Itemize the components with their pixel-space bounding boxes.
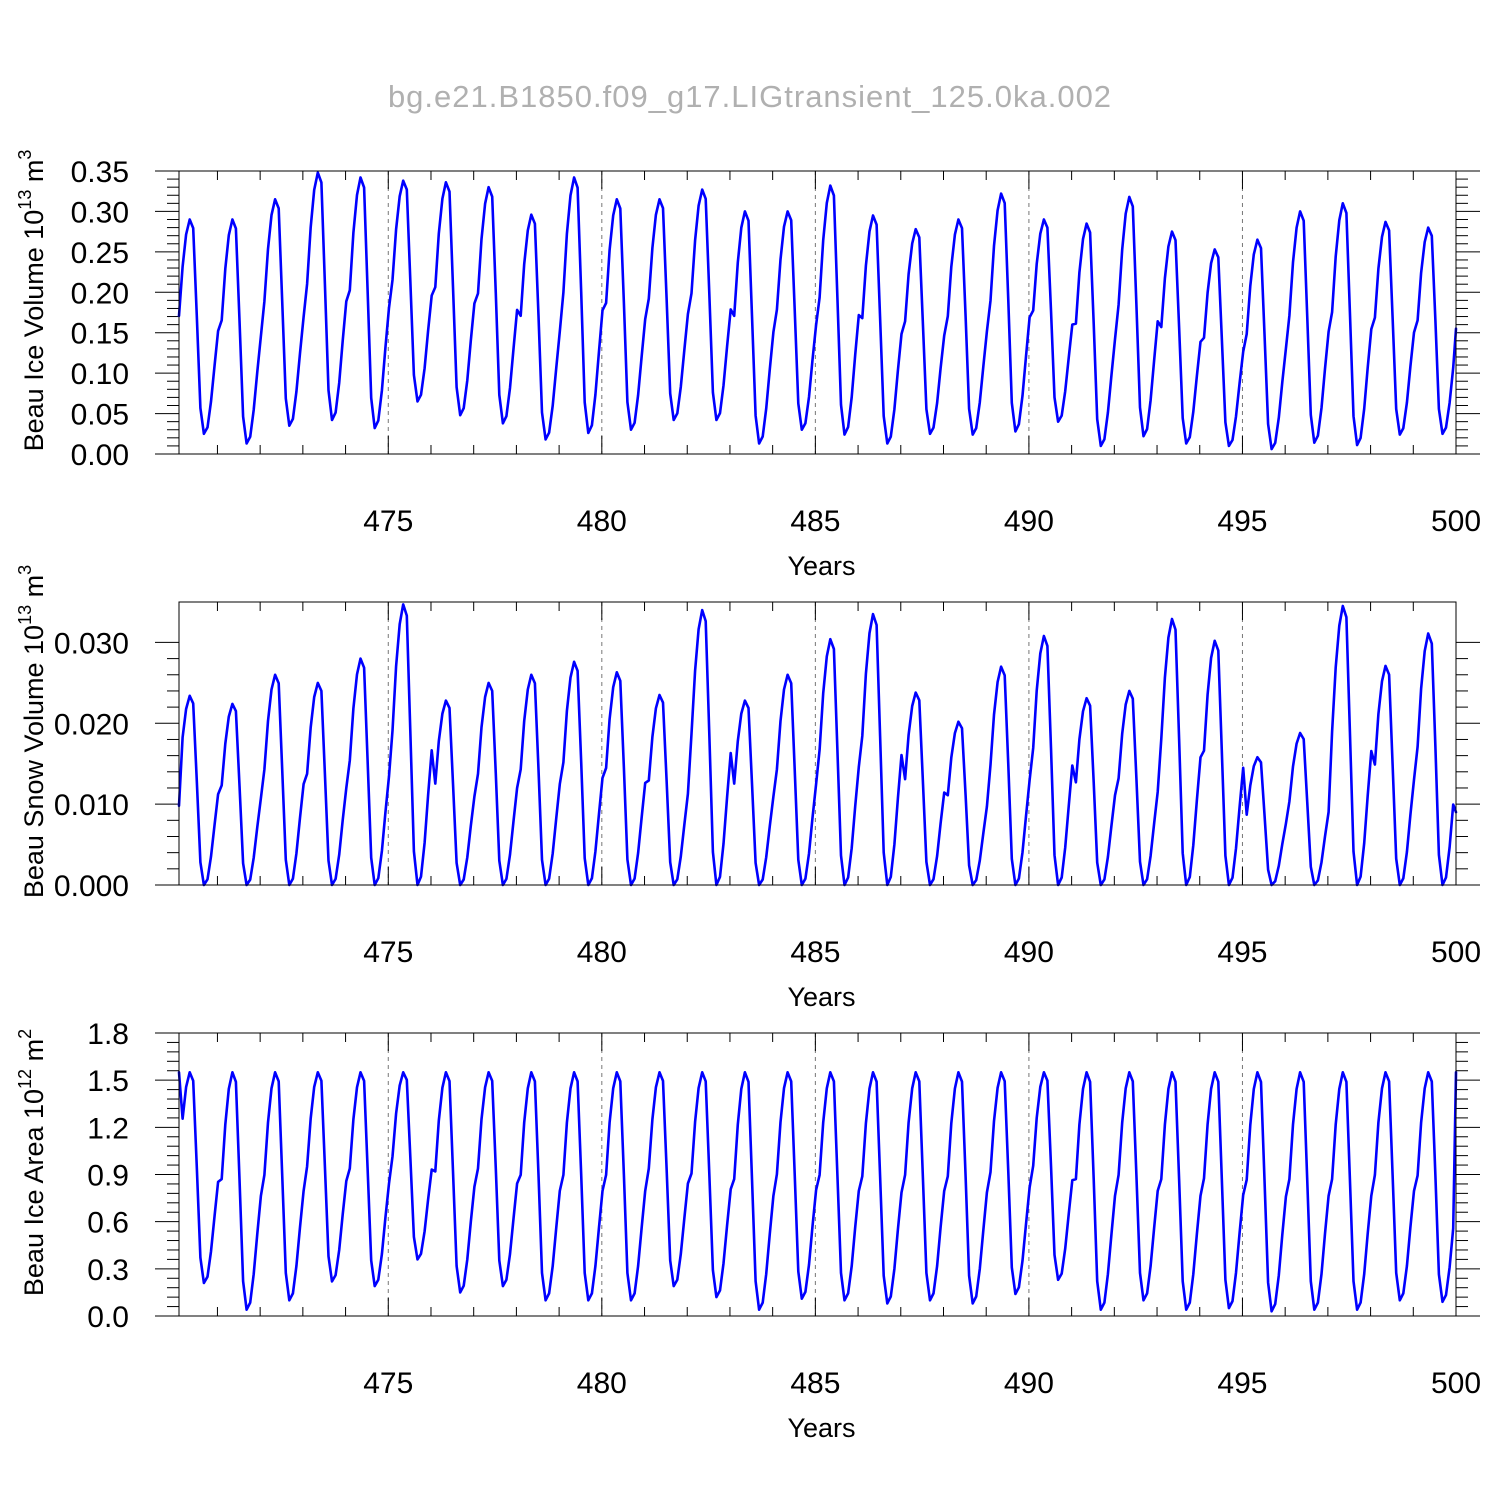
- chart-title: bg.e21.B1850.f09_g17.LIGtransient_125.0k…: [388, 79, 1112, 114]
- x-tick-label: 475: [363, 936, 413, 969]
- series-line: [177, 171, 1458, 451]
- x-tick-label: 500: [1431, 936, 1481, 969]
- y-tick-label: 0.3: [87, 1254, 129, 1287]
- x-tick-label: 490: [1004, 936, 1054, 969]
- x-tick-label: 500: [1431, 505, 1481, 538]
- y-tick-label: 0.15: [71, 318, 129, 351]
- y-tick-label: 0.000: [54, 870, 129, 903]
- plot-frame: [178, 1032, 1457, 1317]
- panel-2: 0.000 0.010 0.020 0.030 475 480 485 490 495 500 Ye…: [15, 565, 1481, 1012]
- x-tick-label: 490: [1004, 505, 1054, 538]
- plot-frame: [178, 601, 1457, 886]
- y-axis-label: Beau Ice Area 1012 m2: [15, 1029, 49, 1296]
- x-tick-label: 495: [1217, 936, 1267, 969]
- x-tick-label: 485: [790, 1367, 840, 1400]
- x-axis-label: Years: [787, 551, 855, 581]
- x-tick-label: 495: [1217, 505, 1267, 538]
- y-tick-label: 0.35: [71, 156, 129, 189]
- chart-panels: 0.00 0.05 0.10 0.15 0.20 0.25 0.30 0.35 475 480 48…: [15, 150, 1481, 1443]
- y-tick-label: 0.05: [71, 399, 129, 432]
- x-axis-label: Years: [787, 1413, 855, 1443]
- x-tick-label: 480: [577, 1367, 627, 1400]
- y-tick-label: 0.9: [87, 1160, 129, 1193]
- y-tick-label: 0.010: [54, 789, 129, 822]
- y-tick-label: 1.5: [87, 1065, 129, 1098]
- plot-frame: [178, 170, 1457, 455]
- x-tick-label: 490: [1004, 1367, 1054, 1400]
- y-tick-label: 0.30: [71, 196, 129, 229]
- series-line: [177, 1071, 1458, 1313]
- panel-3: 0.0 0.3 0.6 0.9 1.2 1.5 1.8 475 480 485 490 495 500 Y…: [15, 1018, 1481, 1443]
- y-tick-label: 0.0: [87, 1301, 129, 1334]
- y-tick-label: 0.00: [71, 439, 129, 472]
- x-tick-label: 475: [363, 1367, 413, 1400]
- y-tick-label: 1.2: [87, 1112, 129, 1145]
- y-tick-label: 0.20: [71, 277, 129, 310]
- series-line: [177, 603, 1458, 887]
- y-axis-label: Beau Ice Volume 1013 m3: [15, 150, 49, 452]
- x-tick-label: 480: [577, 505, 627, 538]
- panel-1: 0.00 0.05 0.10 0.15 0.20 0.25 0.30 0.35 475 480 48…: [15, 150, 1481, 581]
- y-tick-label: 0.030: [54, 627, 129, 660]
- x-tick-label: 485: [790, 936, 840, 969]
- x-tick-label: 485: [790, 505, 840, 538]
- x-tick-label: 480: [577, 936, 627, 969]
- x-axis-label: Years: [787, 982, 855, 1012]
- x-tick-label: 475: [363, 505, 413, 538]
- x-tick-label: 495: [1217, 1367, 1267, 1400]
- y-tick-label: 0.25: [71, 237, 129, 270]
- y-tick-label: 1.8: [87, 1018, 129, 1051]
- y-tick-label: 0.6: [87, 1207, 129, 1240]
- y-tick-label: 0.020: [54, 708, 129, 741]
- y-tick-label: 0.10: [71, 358, 129, 391]
- x-tick-label: 500: [1431, 1367, 1481, 1400]
- y-axis-label: Beau Snow Volume 1013 m3: [15, 565, 49, 898]
